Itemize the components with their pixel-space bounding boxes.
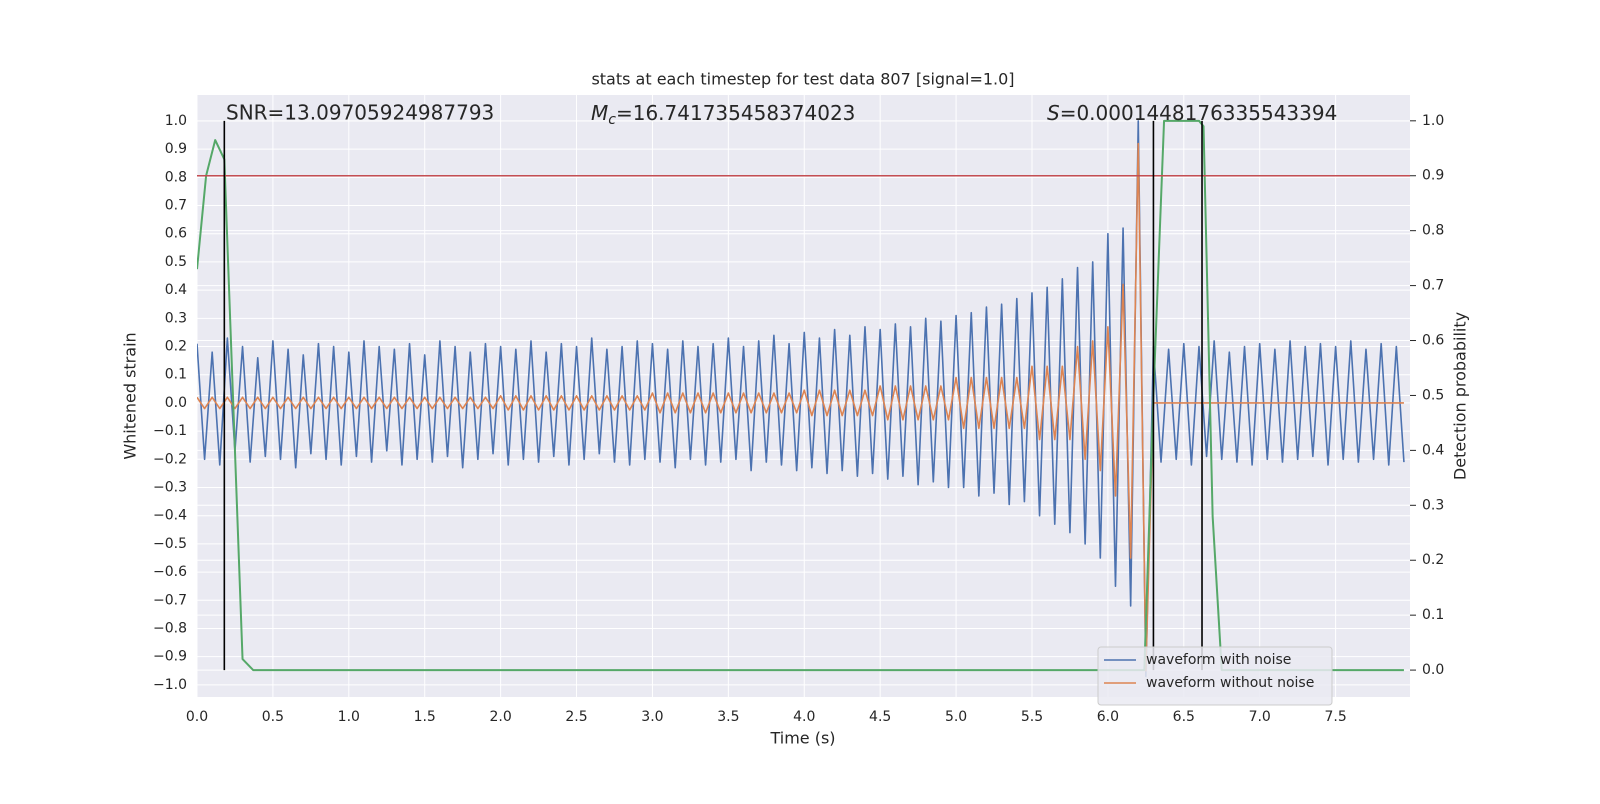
annotation-text: =0.0001448176335543394 bbox=[1060, 101, 1338, 125]
x-tick-label: 4.5 bbox=[869, 709, 891, 725]
y2-tick-label: 0.0 bbox=[1422, 662, 1444, 678]
y2-tick-label: 0.7 bbox=[1422, 278, 1444, 294]
y2-tick-label: 0.2 bbox=[1422, 552, 1444, 568]
y2-tick-label: 0.5 bbox=[1422, 387, 1444, 403]
plot-area bbox=[197, 95, 1410, 697]
y-tick-label: 0.5 bbox=[165, 254, 187, 270]
y2-tick-label: 0.8 bbox=[1422, 223, 1444, 239]
y-tick-label: 0.9 bbox=[165, 141, 187, 157]
x-tick-label: 6.0 bbox=[1097, 709, 1119, 725]
x-tick-label: 5.0 bbox=[945, 709, 967, 725]
x-tick-label: 2.0 bbox=[489, 709, 511, 725]
x-tick-label: 1.0 bbox=[338, 709, 360, 725]
x-tick-label: 7.5 bbox=[1324, 709, 1346, 725]
x-axis-label: Time (s) bbox=[769, 729, 835, 748]
y2-axis-label: Detection probability bbox=[1451, 312, 1470, 480]
annotation-symbol: M bbox=[591, 101, 608, 125]
x-tick-label: 1.5 bbox=[414, 709, 436, 725]
y-tick-label: −0.4 bbox=[153, 508, 187, 524]
y2-tick-label: 1.0 bbox=[1422, 113, 1444, 129]
x-tick-label: 7.0 bbox=[1249, 709, 1271, 725]
y-tick-label: 0.3 bbox=[165, 310, 187, 326]
y-tick-label: 0.0 bbox=[165, 395, 187, 411]
x-tick-label: 3.5 bbox=[717, 709, 739, 725]
y-tick-label: 0.7 bbox=[165, 198, 187, 214]
y-tick-label: −0.6 bbox=[153, 564, 187, 580]
chart-title: stats at each timestep for test data 807… bbox=[591, 70, 1014, 89]
annotation: SNR=13.09705924987793 bbox=[226, 101, 494, 125]
y-axis-label: Whitened strain bbox=[121, 332, 140, 459]
overlay bbox=[197, 120, 1410, 671]
y-tick-label: 0.6 bbox=[165, 226, 187, 242]
legend: waveform with noise waveform without nois… bbox=[1097, 646, 1333, 706]
y-tick-label: 0.1 bbox=[165, 367, 187, 383]
y-tick-label: −0.2 bbox=[153, 451, 187, 467]
y-tick-label: −0.3 bbox=[153, 479, 187, 495]
annotation-text: =16.741735458374023 bbox=[616, 101, 855, 125]
y2-tick-label: 0.6 bbox=[1422, 333, 1444, 349]
annotation: Mc=16.741735458374023 bbox=[591, 101, 855, 129]
y2-tick-label: 0.1 bbox=[1422, 607, 1444, 623]
annotation: S=0.0001448176335543394 bbox=[1047, 101, 1337, 125]
y-tick-label: 0.2 bbox=[165, 339, 187, 355]
annotation-subscript: c bbox=[608, 112, 616, 128]
series-line bbox=[197, 119, 1404, 672]
x-tick-label: 5.5 bbox=[1021, 709, 1043, 725]
x-tick-label: 4.0 bbox=[793, 709, 815, 725]
legend-label: waveform without noise bbox=[1146, 675, 1314, 691]
y-tick-label: −0.5 bbox=[153, 536, 187, 552]
y-tick-label: 0.4 bbox=[165, 282, 187, 298]
x-tick-label: 2.5 bbox=[565, 709, 587, 725]
legend-label: waveform with noise bbox=[1146, 652, 1291, 668]
y-tick-label: −0.7 bbox=[153, 592, 187, 608]
y2-tick-label: 0.9 bbox=[1422, 168, 1444, 184]
x-tick-label: 0.5 bbox=[262, 709, 284, 725]
x-tick-label: 3.0 bbox=[641, 709, 663, 725]
y-tick-label: −0.9 bbox=[153, 649, 187, 665]
x-tick-label: 6.5 bbox=[1173, 709, 1195, 725]
legend-box bbox=[1097, 646, 1333, 706]
y-tick-label: −1.0 bbox=[153, 677, 187, 693]
y-tick-label: 1.0 bbox=[165, 113, 187, 129]
y-tick-label: −0.1 bbox=[153, 423, 187, 439]
x-tick-label: 0.0 bbox=[186, 709, 208, 725]
y-tick-label: −0.8 bbox=[153, 620, 187, 636]
y2-tick-label: 0.3 bbox=[1422, 497, 1444, 513]
annotation-symbol: S bbox=[1047, 101, 1060, 125]
y2-tick-label: 0.4 bbox=[1422, 442, 1444, 458]
y-tick-label: 0.8 bbox=[165, 169, 187, 185]
